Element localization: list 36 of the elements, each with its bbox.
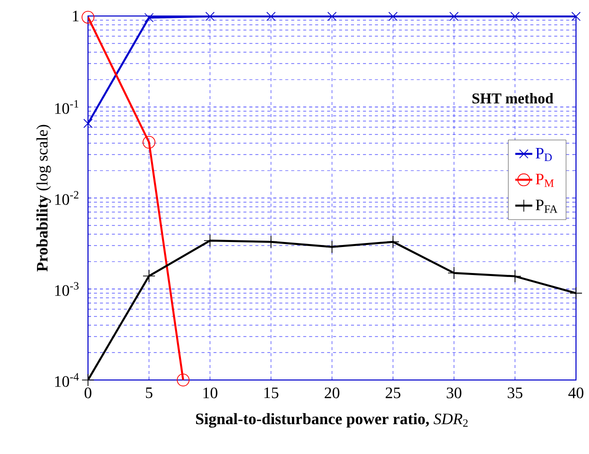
point — [508, 270, 522, 283]
point — [570, 286, 582, 300]
point — [176, 374, 190, 386]
x-tick-label: 35 — [508, 388, 522, 398]
x-tick-label: 15 — [264, 388, 278, 398]
point — [83, 118, 93, 128]
point — [142, 270, 156, 282]
y-tick-label: 10$^{-3}$ — [55, 282, 79, 296]
point — [449, 12, 459, 22]
point — [327, 12, 337, 22]
legend-label: P$_{M}$ — [536, 174, 554, 187]
x-tick-label: 30 — [446, 388, 462, 398]
legend-title: SHT method — [472, 92, 554, 104]
x-tick-label: 40 — [568, 388, 584, 398]
point — [144, 12, 154, 22]
point — [266, 12, 276, 22]
x-axis-title: Signal-to-disturbance power ratio, SDR$_{2}$ — [196, 413, 468, 428]
point — [82, 10, 94, 24]
y-tick-label: 10$^{-1}$ — [55, 100, 78, 114]
point — [510, 12, 520, 22]
x-tick-label: 5 — [146, 388, 152, 398]
point — [142, 136, 156, 149]
point — [205, 12, 215, 22]
y-tick-label: 10$^{-4}$ — [55, 373, 79, 387]
point — [388, 12, 398, 22]
legend-label: P$_{FA}$ — [536, 200, 558, 213]
y-axis-title: Probability (log scale) — [36, 124, 51, 272]
x-tick-label: 20 — [324, 388, 340, 398]
legend-label: P$_{D}$ — [536, 148, 552, 161]
x-tick-label: 0 — [84, 388, 92, 398]
point — [82, 374, 94, 386]
point — [386, 235, 400, 248]
x-tick-label: 10 — [203, 388, 218, 398]
y-tick-label: 1 — [72, 10, 79, 22]
y-tick-label: 10$^{-2}$ — [55, 191, 78, 205]
x-tick-label: 25 — [386, 388, 400, 398]
